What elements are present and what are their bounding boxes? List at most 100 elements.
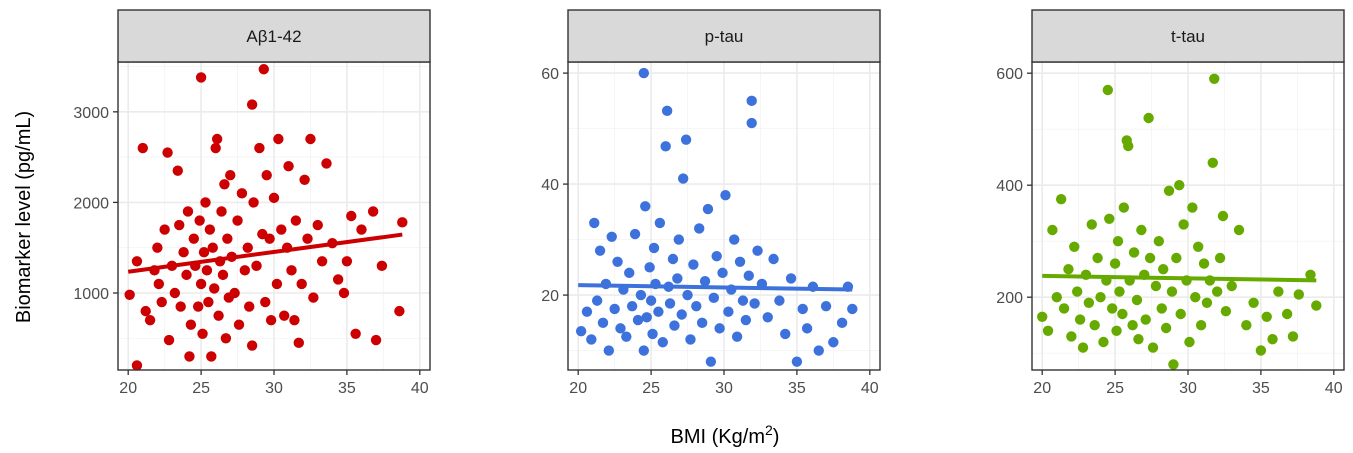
data-point [207, 242, 218, 253]
data-point [657, 337, 668, 348]
data-point [1063, 264, 1074, 275]
data-point [696, 317, 708, 329]
data-point [1187, 202, 1198, 213]
data-point [213, 310, 224, 321]
data-point [321, 158, 332, 169]
data-point [1089, 320, 1100, 331]
data-point [260, 296, 271, 308]
data-point [1184, 336, 1195, 348]
data-point [370, 334, 382, 346]
x-axis-title-main: BMI (Kg/m [671, 426, 765, 448]
data-point [654, 217, 666, 229]
data-point [239, 265, 251, 276]
data-point [734, 256, 746, 267]
data-point [1143, 112, 1154, 124]
data-point [1166, 286, 1178, 297]
data-point [1211, 286, 1223, 297]
data-point [762, 312, 773, 323]
data-point [836, 317, 848, 329]
data-point [197, 328, 208, 339]
data-point [192, 301, 204, 312]
data-point [676, 309, 687, 320]
facet-strip [567, 9, 881, 63]
data-point [820, 300, 832, 312]
data-point [717, 267, 728, 279]
data-point [296, 278, 307, 290]
data-point [624, 267, 635, 279]
data-point [680, 134, 692, 145]
data-point [188, 233, 200, 244]
x-tick-label: 25 [642, 380, 660, 397]
data-point [162, 147, 173, 158]
data-point [271, 278, 283, 290]
x-axis-title-superscript: 2 [765, 422, 773, 438]
data-point [1037, 311, 1048, 322]
data-point [276, 224, 287, 235]
data-point [632, 314, 644, 326]
data-point [647, 328, 658, 340]
data-point [682, 289, 693, 301]
data-point [603, 345, 615, 356]
data-point [1144, 252, 1156, 264]
data-point [222, 233, 233, 244]
data-point [195, 72, 207, 83]
data-point [1171, 252, 1182, 264]
data-point [1118, 202, 1130, 213]
data-point [1074, 314, 1086, 325]
data-point [813, 345, 824, 356]
data-point [131, 256, 143, 267]
data-point [575, 325, 587, 337]
data-point [606, 231, 617, 243]
data-point [847, 303, 858, 315]
y-tick-label: 1000 [73, 286, 109, 303]
y-tick-label: 3000 [73, 105, 109, 122]
data-point [691, 300, 702, 312]
data-point [1131, 294, 1143, 306]
data-point [1136, 224, 1147, 236]
x-tick-label: 35 [1252, 380, 1270, 397]
data-point [302, 233, 313, 244]
data-point [156, 296, 167, 308]
data-point [1233, 224, 1245, 236]
data-point [279, 310, 290, 321]
data-point [1069, 241, 1080, 252]
data-point [131, 360, 143, 371]
data-point [169, 287, 181, 299]
data-point [1092, 252, 1103, 264]
data-point [346, 210, 357, 222]
data-point [785, 273, 797, 284]
data-point [740, 314, 752, 326]
data-point [172, 165, 183, 176]
x-axis-title-close: ) [773, 426, 780, 448]
data-point [1047, 224, 1058, 236]
data-point [797, 303, 808, 315]
data-point [645, 295, 657, 306]
data-point [729, 234, 740, 245]
data-point [159, 224, 170, 235]
data-point [1066, 331, 1077, 342]
data-point [356, 224, 367, 235]
data-point [1147, 342, 1159, 353]
data-point [1305, 269, 1316, 280]
data-point [1163, 185, 1175, 196]
data-point [591, 295, 603, 306]
data-point [254, 142, 265, 154]
data-point [1106, 303, 1118, 314]
data-point [265, 314, 277, 326]
x-tick-label: 20 [119, 380, 137, 397]
data-point [268, 192, 280, 204]
data-point [1174, 180, 1185, 191]
data-point [185, 319, 197, 330]
data-point [1133, 334, 1144, 345]
data-point [1055, 194, 1067, 205]
data-point [635, 289, 647, 301]
data-point [242, 242, 253, 253]
data-point [1175, 308, 1186, 320]
y-tick-label: 20 [541, 288, 559, 305]
data-point [1140, 314, 1151, 325]
data-point [1198, 258, 1210, 269]
data-point [181, 269, 192, 281]
data-point [289, 314, 300, 326]
data-point [338, 287, 350, 299]
